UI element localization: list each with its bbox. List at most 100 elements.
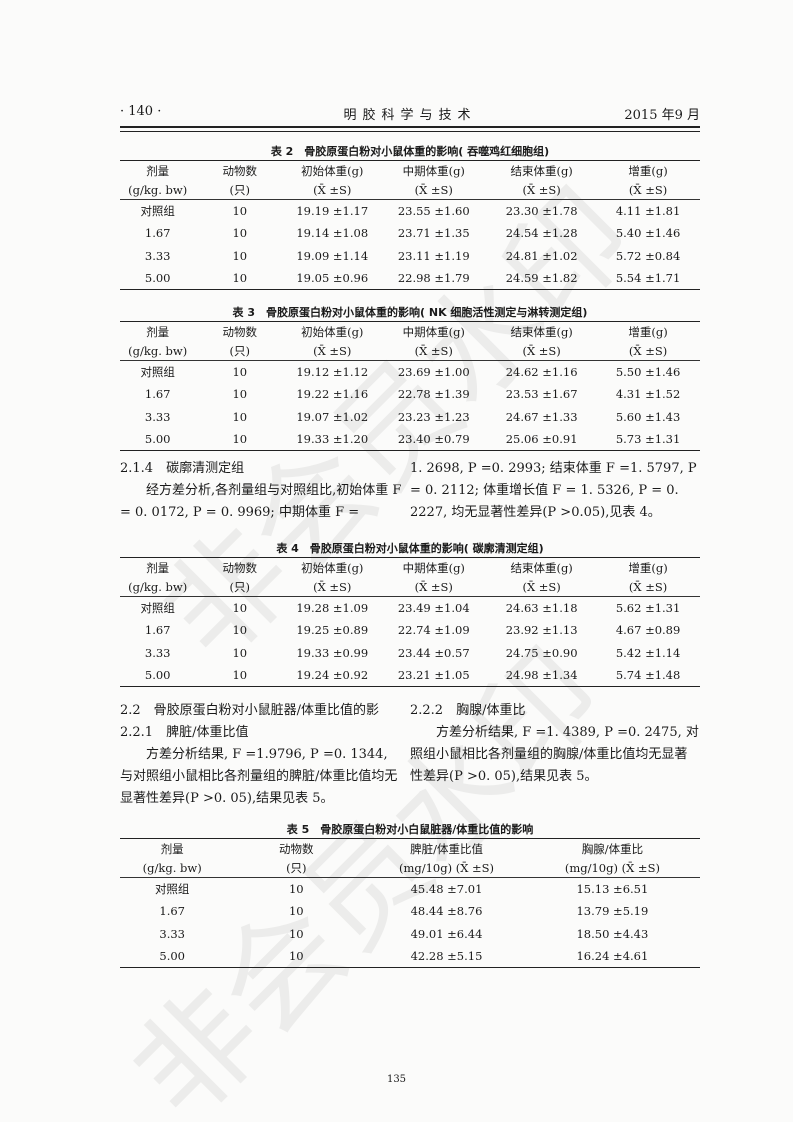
table-cell: 19.14 ±1.08 (296, 226, 369, 241)
table-cell: 5.00 (144, 668, 171, 683)
table-cell: 19.24 ±0.92 (296, 668, 369, 683)
table-cell: 22.78 ±1.39 (397, 387, 470, 402)
table-row: 1.67 10 19.14 ±1.08 23.71 ±1.35 24.54 ±1.28 5… (120, 222, 700, 244)
subsection-heading: 2.2.2 胸腺/体重比 (410, 703, 526, 718)
table-cell: 18.50 ±4.43 (576, 926, 649, 941)
table-cell: 23.53 ±1.67 (505, 387, 578, 402)
header-row: (g/kg. bw) (只) (X̄ ±S) (X̄ ±S) (X̄ ±S) (X̄ ±S… (120, 180, 700, 200)
table-cell: 24.67 ±1.33 (505, 409, 578, 424)
column-header: (X̄ ±S) (596, 577, 700, 597)
column-header: (X̄ ±S) (487, 341, 597, 361)
table-cell: 5.54 ±1.71 (615, 271, 681, 286)
table-row: 对照组 10 19.28 ±1.09 23.49 ±1.04 24.63 ±1.18 5.… (120, 597, 700, 620)
column-header: (g/kg. bw) (120, 341, 196, 361)
table-cell: 16.24 ±4.61 (576, 949, 649, 964)
table-cell: 24.59 ±1.82 (505, 271, 578, 286)
column-header: (X̄ ±S) (380, 180, 488, 200)
table-row: 3.33 10 19.09 ±1.14 23.11 ±1.19 24.81 ±1.02 5… (120, 245, 700, 267)
column-header: (X̄ ±S) (380, 341, 488, 361)
column-header: (X̄ ±S) (380, 577, 488, 597)
table-cell: 23.71 ±1.35 (397, 226, 470, 241)
column-header: (只) (195, 180, 285, 200)
table-cell: 1.67 (159, 904, 185, 919)
table-row: 3.33 10 19.33 ±0.99 23.44 ±0.57 24.75 ±0.90 5… (120, 642, 700, 664)
table2-caption: 表 2 骨胶原蛋白粉对小鼠体重的影响( 吞噬鸡红细胞组) (270, 145, 550, 158)
table-cell: 5.74 ±1.48 (615, 668, 681, 683)
table-cell: 19.12 ±1.12 (296, 365, 369, 380)
table-cell: 4.67 ±0.89 (615, 623, 681, 638)
header-row: (g/kg. bw) (只) (X̄ ±S) (X̄ ±S) (X̄ ±S) (X̄ ±S… (120, 577, 700, 597)
table-cell: 22.98 ±1.79 (397, 271, 470, 286)
table-cell: 对照组 (140, 601, 175, 616)
column-header: 增重(g) (628, 163, 668, 178)
table-cell: 23.11 ±1.19 (397, 248, 470, 263)
table-cell: 10 (232, 623, 248, 638)
table-row: 对照组 10 19.12 ±1.12 23.69 ±1.00 24.62 ±1.16 5.… (120, 361, 700, 384)
paragraph: 方差分析结果, F =1.9796, P =0. 1344, 与对照组小鼠相比各… (120, 747, 398, 806)
table3-caption: 表 3 骨胶原蛋白粉对小鼠体重的影响( NK 细胞活性测定与淋转测定组) (232, 306, 588, 319)
table-cell: 23.44 ±0.57 (397, 645, 470, 660)
table-cell: 10 (232, 668, 248, 683)
table-cell: 23.40 ±0.79 (397, 432, 470, 447)
table3: 剂量 动物数 初始体重(g) 中期体重(g) 结束体重(g) 增重(g) (g/kg. bw… (120, 321, 700, 452)
page-label: · 140 · (120, 104, 162, 119)
table-row: 对照组 10 19.19 ±1.17 23.55 ±1.60 23.30 ±1.78 4.… (120, 200, 700, 223)
table-cell: 1.67 (144, 623, 171, 638)
column-header: 剂量 (160, 841, 184, 856)
header-row: 剂量 动物数 初始体重(g) 中期体重(g) 结束体重(g) 增重(g) (120, 161, 700, 181)
column-header: (X̄ ±S) (596, 180, 700, 200)
column-header: 结束体重(g) (510, 163, 573, 178)
table-cell: 19.22 ±1.16 (296, 387, 369, 402)
table-cell: 23.30 ±1.78 (505, 204, 578, 219)
column-header: 剂量 (146, 560, 170, 575)
column-header: 增重(g) (628, 324, 668, 339)
table4-caption: 表 4 骨胶原蛋白粉对小鼠体重的影响( 碳廓清测定组) (276, 542, 544, 555)
table-cell: 5.00 (144, 271, 171, 286)
column-header: (X̄ ±S) (487, 577, 597, 597)
page-number: 135 (386, 1074, 407, 1085)
table-cell: 19.25 ±0.89 (296, 623, 369, 638)
table-cell: 45.48 ±7.01 (410, 882, 483, 897)
column-header: 中期体重(g) (402, 163, 465, 178)
table-cell: 19.33 ±1.20 (296, 432, 369, 447)
table-cell: 49.01 ±6.44 (410, 926, 483, 941)
table-cell: 5.00 (144, 432, 171, 447)
journal-title: 明胶科学与技术 (343, 108, 477, 123)
column-header: (g/kg. bw) (120, 858, 225, 878)
table-cell: 10 (232, 645, 248, 660)
table4: 剂量 动物数 初始体重(g) 中期体重(g) 结束体重(g) 增重(g) (g/kg. bw… (120, 557, 700, 688)
table-cell: 5.62 ±1.31 (615, 601, 681, 616)
column-header: (X̄ ±S) (487, 180, 597, 200)
table-cell: 5.42 ±1.14 (615, 645, 681, 660)
header-row: (g/kg. bw) (只) (mg/10g) (X̄ ±S) (mg/10g) (X… (120, 858, 700, 878)
column-header: (g/kg. bw) (120, 180, 196, 200)
table-cell: 24.98 ±1.34 (505, 668, 578, 683)
table-cell: 10 (232, 409, 248, 424)
table-cell: 10 (288, 949, 304, 964)
column-header: (g/kg. bw) (120, 577, 196, 597)
table-cell: 4.31 ±1.52 (615, 387, 681, 402)
table-row: 5.00 10 19.24 ±0.92 23.21 ±1.05 24.98 ±1.34 5… (120, 664, 700, 687)
table5: 剂量 动物数 脾脏/体重比值 胸腺/体重比 (g/kg. bw) (只) (mg/10g) … (120, 838, 700, 969)
table-cell: 10 (232, 601, 248, 616)
table-cell: 19.05 ±0.96 (296, 271, 369, 286)
table-cell: 10 (288, 904, 304, 919)
table-cell: 3.33 (144, 248, 171, 263)
table-cell: 3.33 (144, 409, 171, 424)
table-row: 5.00 10 42.28 ±5.15 16.24 ±4.61 (120, 945, 700, 968)
table-cell: 19.09 ±1.14 (296, 248, 369, 263)
table-cell: 5.60 ±1.43 (615, 409, 681, 424)
table-cell: 22.74 ±1.09 (397, 623, 470, 638)
table-cell: 25.06 ±0.91 (505, 432, 578, 447)
table-cell: 1.67 (144, 387, 171, 402)
paragraph: 经方差分析,各剂量组与对照组比,初始体重 F = 0. 0172, P = 0.… (120, 483, 402, 520)
table-row: 5.00 10 19.05 ±0.96 22.98 ±1.79 24.59 ±1.82 5… (120, 267, 700, 290)
table-cell: 23.55 ±1.60 (397, 204, 470, 219)
column-header: 胸腺/体重比 (581, 841, 644, 856)
section-heading: 2.2 骨胶原蛋白粉对小鼠脏器/体重比值的影 (120, 703, 380, 718)
column-header: 初始体重(g) (301, 163, 364, 178)
table-cell: 15.13 ±6.51 (576, 882, 649, 897)
section-2-2: 2.2 骨胶原蛋白粉对小鼠脏器/体重比值的影 2.2.1 脾脏/体重比值 方差分… (120, 700, 700, 806)
table2: 剂量 动物数 初始体重(g) 中期体重(g) 结束体重(g) 增重(g) (g/kg. bw… (120, 160, 700, 291)
